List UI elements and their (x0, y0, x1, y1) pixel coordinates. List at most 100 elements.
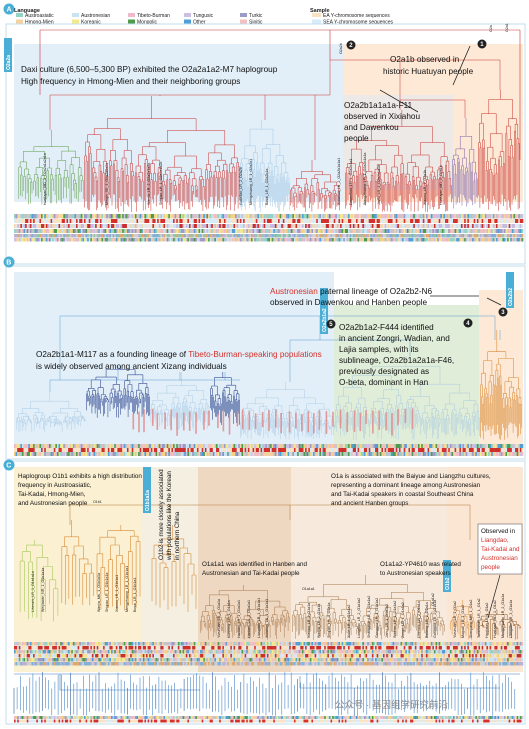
svg-text:Turkic: Turkic (249, 13, 263, 19)
sample-label: Liangdao_LR_2_O1a1a2 (357, 598, 361, 638)
svg-text:is widely observed among ancie: is widely observed among ancient Xizang … (36, 362, 227, 371)
sample-label: Xinle_LR_1_O1a1a2 (347, 605, 351, 638)
sample-label: Dawenkou_LN_1_O2a2b1a1 (349, 159, 353, 205)
svg-text:O2a2a: O2a2a (6, 55, 12, 70)
sample-label: Yiwuhuan_LR_1_O1a2 (453, 601, 457, 638)
panel-c: Lihenzhi_LR_1_O1b1a1a Weijiawan_NR_1_O1b1… (3, 459, 526, 725)
legend-item: Koreanic (72, 19, 101, 26)
svg-text:Sinitic: Sinitic (249, 20, 263, 26)
annotation-o1a1a1: O1a1a1 was identified in Hanben and Aust… (202, 561, 308, 577)
sample-label: Shenjiang_MR_1_O1a2 (469, 600, 473, 638)
svg-text:O2a2b1a1-M117 as a founding li: O2a2b1a1-M117 as a founding lineage of T… (36, 350, 322, 359)
clade-label: O1a1a2 (431, 593, 435, 606)
legend-item: Mongolic (128, 19, 158, 26)
legend-item: Hmong-Mien (16, 19, 54, 26)
sample-label: Beifeng_LR_2_O1a1a (425, 602, 429, 638)
legend-item: Tungusic (184, 13, 214, 19)
number-marker: 3 (498, 307, 508, 317)
svg-text:Mongolic: Mongolic (137, 20, 158, 26)
svg-text:previously designated as: previously designated as (339, 367, 429, 376)
sample-labels-a: Huatuyan_MD_1_O2a2a1a2a1a Minqin_SK_1_O2a… (43, 153, 443, 205)
panel-a: Huatuyan_MD_1_O2a2a1a2a1a Minqin_SK_1_O2a… (3, 3, 526, 265)
legend-item: Sinitic (240, 19, 263, 26)
svg-text:O-beta, dominant in Han: O-beta, dominant in Han (339, 378, 429, 387)
sample-label: Haojiatai_LR_1_O1a2 (485, 603, 489, 638)
svg-text:EA Y-chromosome sequences: EA Y-chromosome sequences (323, 13, 390, 19)
svg-text:Austronesian: Austronesian (81, 13, 110, 19)
annotation-arrow (379, 89, 419, 113)
sample-label: Hanben_LR_2_O1a1a1 (247, 600, 251, 638)
svg-text:observed in Dawenkou and Hanbe: observed in Dawenkou and Hanben people (270, 298, 427, 307)
svg-text:2: 2 (349, 43, 353, 49)
svg-text:historic Huatuyan people: historic Huatuyan people (383, 67, 474, 76)
sample-label: Huatuyan_MD_1_O1a2 (493, 600, 497, 638)
tree-c-lower (13, 672, 520, 716)
clade-badge: O2a2b2 (506, 272, 514, 308)
svg-text:Austronesian paternal lineage: Austronesian paternal lineage of O2a2b2-… (270, 287, 432, 296)
sample-label: Lihenzhi_LR_2_O1a1a (417, 601, 421, 638)
sample-label: Ganggou_LR_2_O1a1a (433, 600, 437, 638)
sample-label: Huatuyan_MD_1_O2a2a1a2a1a (43, 153, 47, 205)
svg-text:3: 3 (501, 310, 505, 316)
legend-item: SEA Y-chromosome sequences (312, 19, 394, 26)
svg-text:B: B (6, 260, 11, 267)
svg-text:sublineage, O2a2b1a2a1a-F46,: sublineage, O2a2b1a2a1a-F46, (339, 356, 454, 365)
sample-label: Mengzhuang_LR_1_O2a2b1 (249, 159, 253, 205)
number-marker: 2 (346, 40, 356, 50)
svg-text:Tungusic: Tungusic (193, 13, 214, 19)
sample-label: Wadian_LR_1_O1a1a2 (393, 601, 397, 638)
sample-label: Bosai_LR_1_O1b1a1 (133, 578, 137, 612)
svg-text:SEA Y-chromosome sequences: SEA Y-chromosome sequences (323, 20, 394, 26)
sample-label: Muguai_LR_1_O1a2 (461, 605, 465, 638)
svg-text:5: 5 (329, 322, 333, 328)
highlight-region-o1a1a2 (291, 467, 447, 672)
sample-label: Tanshishan_LR_1_O1a2 (477, 598, 481, 638)
sample-label: Yiwuhuan_LR_2_O1a1a (217, 599, 221, 638)
sample-label: Huatuyan_MD_2_O2a1b (439, 165, 443, 205)
sample-label: Ganggou_LR_1_O1a1a2 (375, 598, 379, 638)
color-strips-b (14, 444, 524, 456)
legend-item: Other (184, 19, 206, 26)
svg-text:Koreanic: Koreanic (81, 20, 101, 26)
sample-label: Hanben_LR_1_O1a1a1 (237, 600, 241, 638)
annotation-xixiahou: O2a2b1a1a1a-F11 observed in Xixiahou and… (344, 101, 420, 143)
svg-text:Lajia samples, with its: Lajia samples, with its (339, 345, 419, 354)
svg-text:and Dawenkou: and Dawenkou (344, 123, 399, 132)
sample-label: Weijiawan_NR_1_O1b1a1a (41, 568, 45, 612)
sample-label: Mengzhuang_LR_1_O1b1a1 (125, 566, 129, 612)
sample-label: Jiahu_LR_1_O2a2b1a1a (377, 165, 381, 205)
svg-text:O2a1b observed in: O2a1b observed in (390, 55, 460, 64)
sample-label: Kunming_LR_1_O1a1a (227, 600, 231, 638)
svg-text:O2a2b1a1a1a-F11: O2a2b1a1a1a-F11 (344, 101, 413, 110)
annotation-tibeto-burman: O2a2b1a1-M117 as a founding lineage of T… (36, 350, 322, 371)
sample-labels-c: Lihenzhi_LR_1_O1b1a1a Weijiawan_NR_1_O1b1… (31, 566, 513, 638)
svg-text:Other: Other (193, 20, 206, 26)
tree-c (13, 504, 524, 723)
svg-text:O2a2b1a2-F444 identified: O2a2b1a2-F444 identified (339, 323, 434, 332)
legend-language-title: Language (14, 8, 40, 14)
svg-text:people: people (344, 134, 369, 143)
legend-item: Turkic (240, 13, 263, 19)
number-marker: 4 (463, 318, 473, 328)
annotation-o1a: O1a is associated with the Baiyue and Li… (331, 473, 491, 507)
legend-item: Austronesian (72, 13, 110, 19)
panel-letter-c: C (3, 459, 15, 471)
clade-label: O2a2b (339, 43, 343, 54)
clade-badge: O1b2 (443, 560, 451, 592)
annotation-o1a1a2: O1a1a2-YP4610 was related to Austronesia… (380, 561, 461, 577)
tree-b (16, 315, 522, 440)
clade-label: O1a1a1 (302, 587, 315, 591)
svg-text:High frequency in Hmong-Mien a: High frequency in Hmong-Mien and their n… (21, 77, 240, 86)
sample-label: Xixiahou_LN_2_O2a2b1a1a1 (337, 158, 341, 205)
color-strips-a (14, 214, 524, 242)
annotation-o1b2: O1b2 is more closely associated with pop… (158, 469, 181, 561)
svg-text:Daxi culture (6,500–5,300 BP): Daxi culture (6,500–5,300 BP) exhibited … (21, 65, 278, 74)
svg-text:O2a2b2: O2a2b2 (508, 288, 514, 306)
sample-label: Zongri_LR_1_O1a1a2 (401, 602, 405, 638)
sample-label: Xixiahou_LN_1_O1a1a1 (265, 599, 269, 638)
clade-label: O1b1 (93, 500, 102, 504)
sample-label: Shiqiao_LR_3_O1a1a (327, 603, 331, 638)
svg-text:Tibeto-Burman: Tibeto-Burman (137, 13, 170, 19)
annotation-o1b1: Haplogroup O1b1 exhibits a high distribu… (18, 473, 142, 507)
highlight-region-han (334, 305, 479, 444)
